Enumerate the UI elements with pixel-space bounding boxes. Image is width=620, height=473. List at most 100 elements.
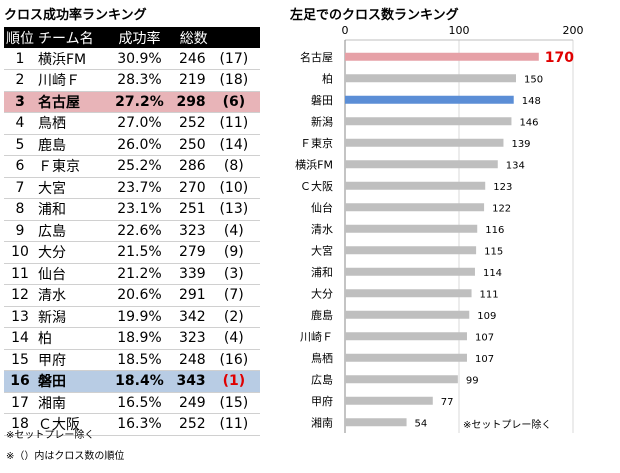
bar <box>345 74 516 83</box>
cell-rank: 2 <box>4 69 36 92</box>
data-label: 150 <box>524 74 543 85</box>
cell-rate: 16.5% <box>107 392 172 414</box>
cell-team: Ｃ大阪 <box>36 413 107 436</box>
y-tick-label: 広島 <box>311 372 333 386</box>
cell-rank: 18 <box>4 413 36 436</box>
data-label: 139 <box>511 139 530 150</box>
header-rank: 順位 <box>4 27 36 48</box>
cell-count: 343 <box>171 370 208 393</box>
cell-cross-rank: (8) <box>207 155 260 178</box>
data-label: 134 <box>506 160 525 171</box>
cell-rate: 21.5% <box>107 241 172 264</box>
data-label: 107 <box>475 354 494 365</box>
cell-cross-rank: (4) <box>207 327 260 350</box>
cell-cross-rank: (14) <box>207 134 260 156</box>
table-row: 11 仙台 21.2% 339 (3) <box>4 263 260 285</box>
bar <box>345 375 458 384</box>
cell-rank: 9 <box>4 220 36 242</box>
cell-rate: 18.4% <box>107 370 172 393</box>
cell-cross-rank: (7) <box>207 284 260 307</box>
bar <box>345 353 467 362</box>
cell-rate: 23.7% <box>107 177 172 199</box>
cell-rate: 28.3% <box>107 69 172 92</box>
y-tick-label: 湘南 <box>311 415 333 429</box>
cell-count: 286 <box>171 155 208 178</box>
cell-rate: 19.9% <box>107 306 172 328</box>
y-tick-label: Ｃ大阪 <box>300 179 333 193</box>
cell-count: 270 <box>171 177 208 199</box>
cell-rate: 27.0% <box>107 112 172 135</box>
cell-cross-rank: (2) <box>207 306 260 328</box>
cell-count: 291 <box>171 284 208 307</box>
y-tick-label: 清水 <box>311 223 333 236</box>
table-row: 7 大宮 23.7% 270 (10) <box>4 177 260 199</box>
cell-cross-rank: (18) <box>207 69 260 92</box>
cell-count: 279 <box>171 241 208 264</box>
cell-team: 仙台 <box>36 263 107 285</box>
cell-team: 湘南 <box>36 392 107 414</box>
cell-team: 大宮 <box>36 177 107 199</box>
cell-cross-rank: (9) <box>207 241 260 264</box>
table-row: 1 横浜FM 30.9% 246 (17) <box>4 48 260 70</box>
bar <box>345 224 478 233</box>
table-row: 17 湘南 16.5% 249 (15) <box>4 392 260 414</box>
cell-cross-rank: (3) <box>207 263 260 285</box>
data-label: 115 <box>484 246 503 257</box>
bar <box>345 310 470 319</box>
bar <box>345 289 472 298</box>
cell-rank: 10 <box>4 241 36 264</box>
bar <box>345 52 539 61</box>
cell-rate: 26.0% <box>107 134 172 156</box>
header-rate: 成功率 <box>107 27 172 48</box>
data-label: 122 <box>492 203 511 214</box>
table-row: 8 浦和 23.1% 251 (13) <box>4 198 260 221</box>
bar <box>345 138 504 147</box>
cell-rank: 1 <box>4 48 36 70</box>
bar <box>345 332 467 341</box>
cell-count: 252 <box>171 112 208 135</box>
x-tick-label: 0 <box>342 24 349 37</box>
cell-rate: 22.6% <box>107 220 172 242</box>
table-row: 15 甲府 18.5% 248 (16) <box>4 349 260 371</box>
y-tick-label: 名古屋 <box>300 50 333 64</box>
cell-rank: 17 <box>4 392 36 414</box>
bar <box>345 418 407 427</box>
y-tick-label: 大宮 <box>311 243 333 257</box>
data-label: 111 <box>480 289 499 300</box>
cell-team: 清水 <box>36 284 107 307</box>
table-header-row: 順位 チーム名 成功率 総数 <box>4 27 260 48</box>
cell-rate: 16.3% <box>107 413 172 436</box>
cell-rate: 18.9% <box>107 327 172 350</box>
cell-team: 広島 <box>36 220 107 242</box>
note-setplay: ※セットプレー除く <box>6 430 95 441</box>
cell-rank: 5 <box>4 134 36 156</box>
table-row: 6 Ｆ東京 25.2% 286 (8) <box>4 155 260 178</box>
table-row: 18 Ｃ大阪 16.3% 252 (11) <box>4 413 260 436</box>
cell-rank: 4 <box>4 112 36 135</box>
cell-team: 浦和 <box>36 198 107 221</box>
data-label: 99 <box>466 375 479 386</box>
cell-team: 磐田 <box>36 370 107 393</box>
cross-success-title: クロス成功率ランキング <box>4 8 147 23</box>
cell-rate: 21.2% <box>107 263 172 285</box>
cross-success-table: 順位 チーム名 成功率 総数 1 横浜FM 30.9% 246 (17) 2 川崎Ｆ 28.3… <box>4 27 260 436</box>
chart-note: ※セットプレー除く <box>463 418 551 431</box>
cell-rank: 14 <box>4 327 36 350</box>
cell-rank: 7 <box>4 177 36 199</box>
header-cross-rank <box>207 27 260 48</box>
table-row: 13 新潟 19.9% 342 (2) <box>4 306 260 328</box>
bar <box>345 181 486 190</box>
cell-cross-rank: (13) <box>207 198 260 221</box>
y-tick-label: 鳥栖 <box>311 351 333 365</box>
cell-count: 339 <box>171 263 208 285</box>
cell-team: 鹿島 <box>36 134 107 156</box>
x-tick-label: 200 <box>563 24 584 37</box>
cell-cross-rank: (17) <box>207 48 260 70</box>
cell-count: 251 <box>171 198 208 221</box>
cell-rate: 27.2% <box>107 91 172 113</box>
bar <box>345 117 512 126</box>
cell-count: 323 <box>171 327 208 350</box>
table-row: 4 鳥栖 27.0% 252 (11) <box>4 112 260 135</box>
table-row: 12 清水 20.6% 291 (7) <box>4 284 260 307</box>
cell-rate: 18.5% <box>107 349 172 371</box>
